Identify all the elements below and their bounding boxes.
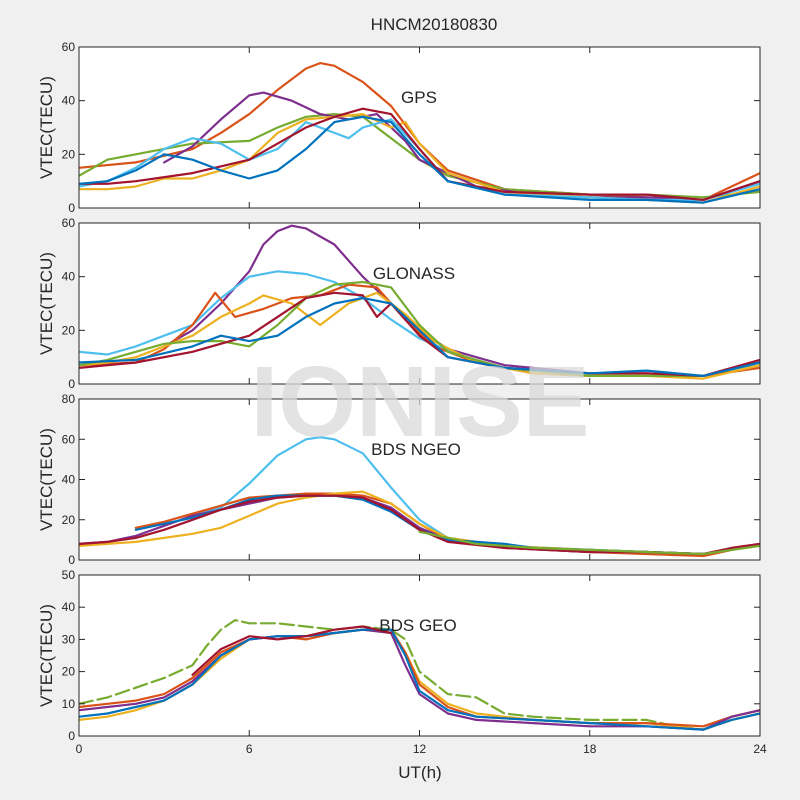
y-axis-label: VTEC(TECU) [37,604,56,707]
series-line-6 [191,625,393,676]
y-tick-label: 40 [62,94,76,108]
y-tick-label: 10 [62,697,76,711]
series-group [79,436,760,558]
x-tick-label: 6 [246,742,253,756]
panel-1: 0 20 40 60 VTEC(TECU) GPS [37,40,761,215]
figure-title: HNCM20180830 [371,15,498,34]
panel-2: 0 20 40 60 VTEC(TECU) GLONASS [37,216,761,391]
panel-label: GLONASS [373,264,455,283]
series-line-6 [79,107,760,201]
series-line-7 [418,530,760,556]
y-tick-label: 80 [62,392,76,406]
y-tick-label: 20 [62,147,76,161]
y-tick-label: 0 [68,201,75,215]
panel-3: 0 20 40 60 80 VTEC(TECU) BDS NGEO [37,392,761,567]
plot-area [79,575,760,736]
y-tick-label: 30 [62,632,76,646]
x-axis-label: UT(h) [398,763,441,782]
panel-4: 0 10 20 30 40 50 0 6 12 18 24 VTEC(TECU) BDS GEO [37,568,767,756]
y-tick-label: 0 [68,729,75,743]
y-tick-label: 40 [62,270,76,284]
y-axis-label: VTEC(TECU) [37,76,56,179]
series-line-4 [79,628,760,731]
y-tick-label: 0 [68,377,75,391]
plot-area [79,47,760,208]
panel-label: BDS GEO [379,616,456,635]
y-axis-label: VTEC(TECU) [37,252,56,355]
plot-area [79,223,760,384]
y-tick-label: 20 [62,513,76,527]
watermark: IONISE [251,346,590,458]
y-tick-label: 60 [62,216,76,230]
x-tick-label: 0 [76,742,83,756]
y-tick-label: 20 [62,665,76,679]
y-tick-label: 40 [62,473,76,487]
x-tick-label: 12 [413,742,427,756]
y-tick-label: 0 [68,553,75,567]
x-tick-label: 18 [583,742,597,756]
panel-label: GPS [401,88,437,107]
series-line-7 [79,297,760,377]
series-group [79,224,760,380]
y-tick-label: 50 [62,568,76,582]
y-tick-label: 60 [62,432,76,446]
series-line-7 [79,115,760,204]
y-tick-label: 20 [62,323,76,337]
panel-label: BDS NGEO [371,440,461,459]
series-line-5 [79,280,760,377]
x-tick-label: 24 [753,742,767,756]
y-tick-label: 40 [62,600,76,614]
series-group [79,619,760,731]
series-group [79,62,760,204]
y-tick-label: 60 [62,40,76,54]
series-line-5 [79,118,760,201]
series-line-2 [134,492,760,558]
y-axis-label: VTEC(TECU) [37,428,56,531]
series-line-1 [79,619,760,731]
